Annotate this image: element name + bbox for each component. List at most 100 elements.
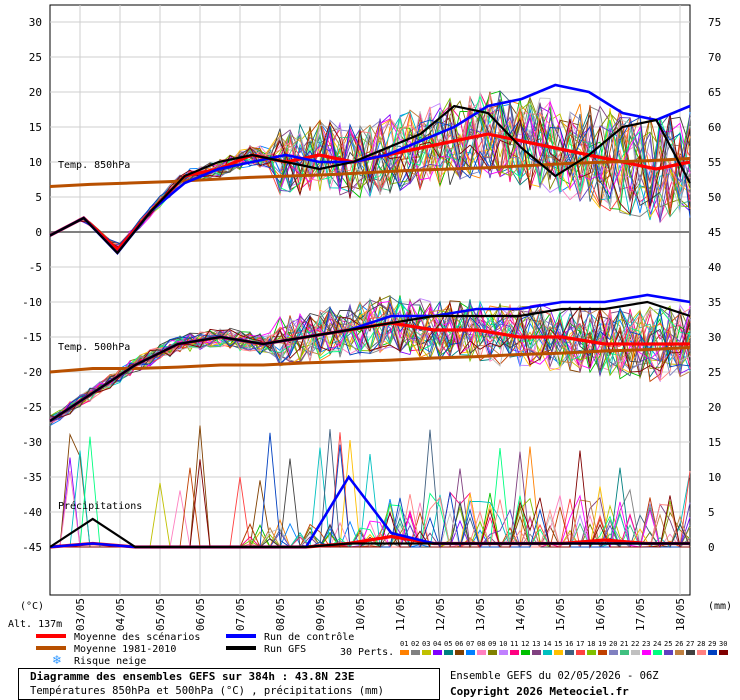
- series-t850: [49, 104, 691, 255]
- member-t500-19: [49, 299, 691, 419]
- legend: Moyenne des scénarios Moyenne 1981-2010 …: [36, 631, 728, 667]
- legend-gfs: Run GFS: [264, 644, 306, 655]
- pert-number: 05: [444, 640, 452, 648]
- pert-number: 27: [686, 640, 694, 648]
- pert-swatch: [686, 650, 695, 655]
- pert-number: 23: [642, 640, 650, 648]
- pert-number: 20: [609, 640, 617, 648]
- pert-number: 28: [697, 640, 705, 648]
- pert-number: 22: [631, 640, 639, 648]
- pert-swatch: [697, 650, 706, 655]
- pert-swatch: [411, 650, 420, 655]
- y-tick-left: -10: [22, 296, 42, 309]
- pert-swatch: [642, 650, 651, 655]
- pert-swatch: [466, 650, 475, 655]
- x-tick: 09/05: [314, 598, 327, 631]
- pert-number: 30: [719, 640, 727, 648]
- x-tick: 03/05: [74, 598, 87, 631]
- pert-swatch: [521, 650, 530, 655]
- y-tick-left: 0: [35, 226, 42, 239]
- y-tick-left: -40: [22, 506, 42, 519]
- pert-swatch: [510, 650, 519, 655]
- x-tick: 14/05: [514, 598, 527, 631]
- pert-swatch: [675, 650, 684, 655]
- member-t500-28: [49, 302, 691, 424]
- pert-swatch: [433, 650, 442, 655]
- pert-number: 08: [477, 640, 485, 648]
- y-tick-left: -5: [29, 261, 42, 274]
- y-tick-right: 50: [708, 191, 721, 204]
- y-tick-right: 30: [708, 331, 721, 344]
- y-tick-right: 60: [708, 121, 721, 134]
- legend-perts: 30 Perts.: [340, 647, 394, 658]
- pert-number: 07: [466, 640, 474, 648]
- footer-run: Ensemble GEFS du 02/05/2026 - 06Z: [450, 670, 659, 682]
- member-t500-30: [49, 301, 691, 418]
- pert-swatch: [455, 650, 464, 655]
- member-t850-29: [49, 102, 691, 245]
- pert-swatch: [444, 650, 453, 655]
- pert-number: 04: [433, 640, 441, 648]
- y-tick-right: 65: [708, 86, 721, 99]
- y-tick-right: 75: [708, 16, 721, 29]
- pert-swatch: [554, 650, 563, 655]
- t850-label: Temp. 850hPa: [58, 160, 130, 171]
- y-tick-right: 20: [708, 401, 721, 414]
- x-tick: 08/05: [274, 598, 287, 631]
- y-tick-left: 5: [35, 191, 42, 204]
- y-tick-right: 25: [708, 366, 721, 379]
- y-tick-left: -30: [22, 436, 42, 449]
- footer-copyright: Copyright 2026 Meteociel.fr: [450, 685, 629, 698]
- pert-swatch: [543, 650, 552, 655]
- series-precip: [49, 517, 690, 549]
- y-tick-right: 55: [708, 156, 721, 169]
- left-unit-label: (°C): [20, 601, 44, 612]
- pert-swatch: [719, 650, 728, 655]
- pert-number: 03: [422, 640, 430, 648]
- pert-number: 02: [411, 640, 419, 648]
- pert-number: 10: [499, 640, 507, 648]
- snowflake-icon: ❄: [52, 653, 62, 667]
- y-tick-left: -20: [22, 366, 42, 379]
- pert-number: 09: [488, 640, 496, 648]
- pert-number: 25: [664, 640, 672, 648]
- t500-label: Temp. 500hPa: [58, 342, 130, 353]
- y-tick-left: -25: [22, 401, 42, 414]
- pert-swatch: [609, 650, 618, 655]
- x-tick: 05/05: [154, 598, 167, 631]
- pert-number: 06: [455, 640, 463, 648]
- legend-control: Run de contrôle: [264, 631, 354, 643]
- x-tick: 13/05: [474, 598, 487, 631]
- footer-subtitle: Températures 850hPa et 500hPa (°C) , pré…: [30, 685, 385, 697]
- legend-climo: Moyenne 1981-2010: [74, 644, 176, 655]
- pert-swatch: [620, 650, 629, 655]
- pert-number: 26: [675, 640, 683, 648]
- x-tick: 18/05: [674, 598, 687, 631]
- pert-swatch: [708, 650, 717, 655]
- y-tick-left: 25: [29, 51, 42, 64]
- y-tick-right: 15: [708, 436, 721, 449]
- y-tick-left: 10: [29, 156, 42, 169]
- precip-label: Précipitations: [58, 500, 142, 512]
- pert-swatch: [477, 650, 486, 655]
- pert-swatch: [400, 650, 409, 655]
- y-tick-right: 0: [708, 541, 715, 554]
- pert-number: 12: [521, 640, 529, 648]
- x-tick: 10/05: [354, 598, 367, 631]
- x-tick: 16/05: [594, 598, 607, 631]
- footer-title: Diagramme des ensembles GEFS sur 384h : …: [30, 670, 355, 683]
- pert-swatch: [598, 650, 607, 655]
- series-t500: [49, 300, 691, 422]
- x-tick: 12/05: [434, 598, 447, 631]
- pert-number: 01: [400, 640, 408, 648]
- y-tick-right: 5: [708, 506, 715, 519]
- x-tick: 04/05: [114, 598, 127, 631]
- y-tick-left: -35: [22, 471, 42, 484]
- x-tick: 06/05: [194, 598, 207, 631]
- pert-swatch: [532, 650, 541, 655]
- y-tick-left: 20: [29, 86, 42, 99]
- perturbation-legend: 01 02 03 04 05 06 07 08 09 10 11 12 13 14 15 16 17 18 19 20…: [400, 640, 728, 655]
- y-tick-right: 40: [708, 261, 721, 274]
- series-t500: [49, 346, 691, 374]
